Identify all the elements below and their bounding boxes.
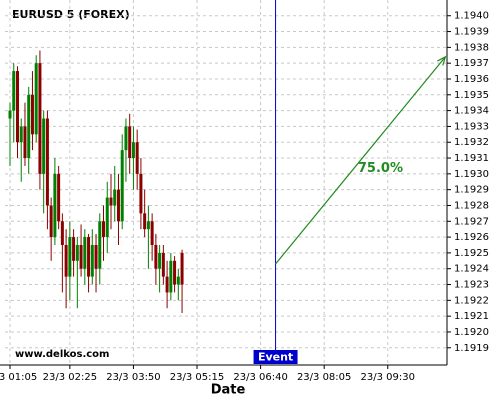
- y-tick-label: 1.1930: [454, 169, 489, 180]
- candle-body: [165, 276, 169, 293]
- candle-body: [53, 173, 57, 238]
- candle-body: [68, 237, 72, 277]
- candle-body: [60, 221, 64, 245]
- candle-body: [102, 221, 106, 238]
- event-label: Event: [258, 351, 293, 364]
- y-tick-label: 1.1920: [454, 327, 489, 338]
- x-tick-label: 23/3 06:40: [233, 372, 287, 383]
- candle-body: [120, 150, 124, 222]
- candle-body: [143, 213, 147, 230]
- candle-body: [146, 221, 150, 230]
- y-tick-label: 1.1925: [454, 248, 489, 259]
- y-tick-label: 1.1923: [454, 280, 489, 291]
- y-tick-label: 1.1936: [454, 74, 489, 85]
- y-tick-label: 1.1926: [454, 232, 489, 243]
- arrow-head: [437, 55, 447, 66]
- x-tick-label: 23/3 05:15: [170, 372, 224, 383]
- candle-body: [12, 71, 16, 111]
- candle-body: [173, 260, 177, 285]
- candle-body: [64, 245, 68, 277]
- y-tick-label: 1.1935: [454, 90, 489, 101]
- y-tick-label: 1.1919: [454, 343, 489, 354]
- x-tick-label: 23/3 08:05: [297, 372, 351, 383]
- candle-body: [38, 63, 42, 174]
- forecast-arrow: [275, 56, 446, 265]
- candle-body: [105, 197, 109, 238]
- chart-title: EURUSD 5 (FOREX): [12, 8, 130, 21]
- candle-body: [94, 245, 98, 269]
- candle-body: [124, 126, 128, 151]
- candle-body: [34, 63, 38, 135]
- candle-body: [79, 245, 83, 269]
- candle-body: [15, 71, 19, 143]
- candle-body: [161, 252, 165, 277]
- y-tick-label: 1.1938: [454, 42, 489, 53]
- candle-body: [72, 237, 76, 261]
- event-box: [253, 350, 298, 364]
- candle-body: [180, 252, 184, 285]
- x-tick-label: 23/3 01:05: [0, 372, 37, 383]
- y-tick-label: 1.1940: [454, 11, 489, 22]
- y-tick-label: 1.1933: [454, 121, 489, 132]
- y-tick-label: 1.1922: [454, 295, 489, 306]
- candle-body: [30, 94, 34, 135]
- y-tick-label: 1.1939: [454, 27, 489, 38]
- candle-body: [75, 245, 79, 261]
- candle-body: [109, 197, 113, 206]
- candle-body: [176, 276, 180, 285]
- candle-body: [8, 110, 12, 119]
- candle-body: [90, 245, 94, 277]
- y-tick-label: 1.1921: [454, 311, 489, 322]
- x-tick-label: 23/3 02:25: [43, 372, 97, 383]
- candle-body: [131, 142, 135, 159]
- candle-body: [27, 94, 31, 159]
- y-tick-label: 1.1924: [454, 264, 489, 275]
- y-tick-label: 1.1931: [454, 153, 489, 164]
- x-axis-label: Date: [211, 383, 246, 398]
- candle-body: [139, 173, 143, 214]
- candle-body: [87, 237, 91, 277]
- arrow-label: 75.0%: [358, 161, 403, 176]
- y-tick-label: 1.1932: [454, 137, 489, 148]
- x-tick-label: 23/3 09:30: [361, 372, 415, 383]
- candle-body: [19, 126, 23, 143]
- candle-body: [49, 205, 53, 238]
- candle-body: [128, 126, 132, 159]
- candle-body: [169, 260, 173, 293]
- candle-body: [23, 126, 27, 159]
- candle-body: [116, 189, 120, 222]
- candle-body: [154, 245, 158, 269]
- candle-body: [158, 252, 162, 269]
- watermark: www.delkos.com: [15, 349, 109, 360]
- candle-body: [98, 221, 102, 269]
- candle-body: [45, 118, 49, 206]
- candle-body: [135, 142, 139, 174]
- y-tick-label: 1.1927: [454, 216, 489, 227]
- candle-body: [57, 173, 61, 222]
- y-tick-label: 1.1937: [454, 58, 489, 69]
- y-tick-label: 1.1928: [454, 200, 489, 211]
- candle-body: [150, 221, 154, 245]
- y-tick-label: 1.1929: [454, 185, 489, 196]
- y-tick-label: 1.1934: [454, 106, 489, 117]
- x-tick-label: 23/3 03:50: [106, 372, 160, 383]
- candle-body: [113, 189, 117, 206]
- candle-body: [83, 237, 87, 269]
- candle-body: [42, 118, 46, 174]
